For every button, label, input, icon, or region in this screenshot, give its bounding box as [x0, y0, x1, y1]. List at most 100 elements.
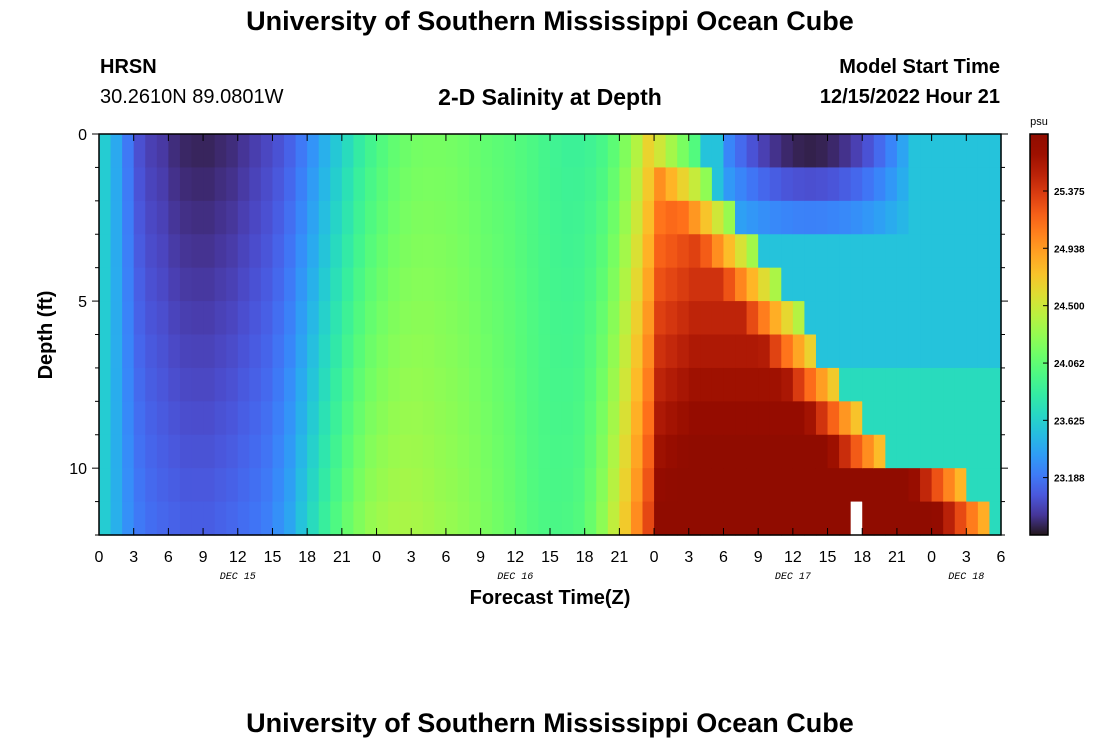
heatmap-cell [156, 334, 169, 369]
heatmap-cell [434, 367, 447, 402]
heatmap-cell [515, 501, 528, 536]
heatmap-cell [630, 200, 644, 235]
heatmap-cell [850, 234, 863, 269]
heatmap-cell [977, 334, 991, 369]
heatmap-cell [179, 301, 193, 336]
heatmap-cell [168, 301, 181, 336]
heatmap-cell [781, 468, 794, 503]
heatmap-cell [122, 234, 135, 269]
heatmap-cell [191, 200, 204, 235]
heatmap-cell [492, 301, 505, 336]
heatmap-cell [746, 468, 759, 503]
heatmap-cell [896, 434, 910, 469]
heatmap-cell [411, 334, 424, 369]
heatmap-cell [388, 267, 401, 302]
heatmap-cell [839, 334, 852, 369]
x-tick-label: 21 [333, 549, 351, 566]
heatmap-cell [110, 367, 123, 402]
heatmap-cell [954, 200, 967, 235]
heatmap-cell [758, 434, 771, 469]
heatmap-cell [561, 367, 574, 402]
heatmap-cell [665, 334, 678, 369]
heatmap-cell [353, 434, 366, 469]
heatmap-cell [503, 234, 516, 269]
heatmap-cell [677, 200, 690, 235]
heatmap-cell [630, 301, 644, 336]
heatmap-cell [341, 468, 355, 503]
heatmap-cell [179, 367, 193, 402]
salinity-heatmap-chart: 0 3 6 9 12 15 18 21 0 3 6 9 12 15 18 21 0 3 6 9 12 15 18 21 0 3 6 D… [35, 116, 1085, 609]
heatmap-cell [688, 200, 701, 235]
heatmap-cell [122, 501, 135, 536]
heatmap-cell [156, 468, 169, 503]
heatmap-cell [295, 167, 308, 202]
heatmap-cell [122, 401, 135, 436]
heatmap-cell [584, 367, 597, 402]
heatmap-cell [885, 234, 898, 269]
x-axis-ticks: 0 3 6 9 12 15 18 21 0 3 6 9 12 15 18 21 0 3 6 9 12 15 18 21 0 3 6 D… [95, 134, 1006, 583]
page-title: University of Southern Mississippi Ocean… [246, 6, 854, 36]
heatmap-cell [99, 501, 112, 536]
heatmap-cell [249, 234, 262, 269]
heatmap-cell [723, 234, 736, 269]
heatmap-cell [746, 267, 759, 302]
heatmap-cell [896, 301, 910, 336]
heatmap-cell [249, 334, 262, 369]
heatmap-cell [515, 367, 528, 402]
heatmap-cell [145, 200, 158, 235]
colorbar-gradient [1029, 133, 1049, 536]
heatmap-cell [977, 167, 991, 202]
heatmap-cell [896, 501, 910, 536]
heatmap-cell [573, 501, 586, 536]
heatmap-cell [943, 301, 956, 336]
x-day-label: DEC 18 [948, 572, 984, 583]
heatmap-cell [735, 468, 748, 503]
heatmap-cell [550, 367, 563, 402]
heatmap-cell [203, 200, 216, 235]
heatmap-cell [711, 167, 725, 202]
heatmap-cell [237, 367, 250, 402]
heatmap-cell [214, 200, 227, 235]
heatmap-cell [364, 367, 378, 402]
heatmap-cell [954, 334, 967, 369]
heatmap-cell [862, 367, 875, 402]
heatmap-cell [920, 501, 933, 536]
heatmap-cell [353, 367, 366, 402]
heatmap-cell [827, 301, 840, 336]
heatmap-cell [492, 468, 505, 503]
heatmap-cell [122, 167, 135, 202]
heatmap-cell [203, 468, 216, 503]
heatmap-cell [503, 167, 516, 202]
heatmap-cell [619, 468, 632, 503]
heatmap-cell [272, 301, 285, 336]
heatmap-cell [804, 367, 817, 402]
heatmap-cell [677, 434, 690, 469]
heatmap-cell [480, 401, 493, 436]
heatmap-cell [758, 267, 771, 302]
heatmap-cell [839, 367, 852, 402]
x-tick-label: 3 [129, 549, 138, 566]
heatmap-cell [781, 267, 794, 302]
heatmap-cell [815, 468, 829, 503]
colorbar-tick-label: 24.500 [1054, 302, 1085, 313]
heatmap-cell [723, 334, 736, 369]
heatmap-cell [815, 334, 829, 369]
heatmap-cell [711, 367, 725, 402]
heatmap-cell [214, 301, 227, 336]
heatmap-cell [526, 301, 540, 336]
heatmap-cell [665, 367, 678, 402]
heatmap-cell [226, 167, 239, 202]
heatmap-cell [654, 367, 667, 402]
heatmap-cell [330, 367, 343, 402]
heatmap-cell [827, 234, 840, 269]
heatmap-cell [735, 367, 748, 402]
heatmap-cell [630, 468, 644, 503]
heatmap-cell [388, 468, 401, 503]
heatmap-cell [284, 367, 297, 402]
heatmap-cell [630, 401, 644, 436]
heatmap-cell [711, 334, 725, 369]
heatmap-cell [168, 468, 181, 503]
heatmap-cell [99, 468, 112, 503]
heatmap-cell [723, 267, 736, 302]
heatmap-cell [353, 501, 366, 536]
